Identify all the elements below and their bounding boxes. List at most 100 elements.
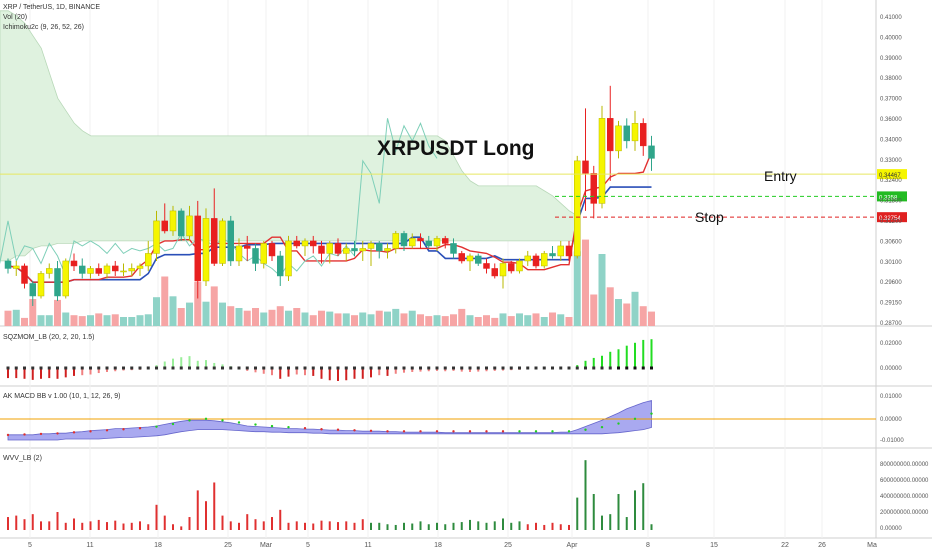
volume-bar [243, 310, 251, 326]
sqz-bar [304, 368, 306, 376]
sqz-dot [146, 366, 150, 370]
volume-bar [128, 317, 136, 326]
sqz-bar [213, 362, 216, 368]
sqz-bar [163, 361, 166, 368]
candle [219, 218, 226, 266]
macd-signal-dot [567, 430, 571, 433]
macd-signal-dot [468, 430, 472, 433]
sqz-bar [601, 355, 603, 368]
price-axis-label: 0.29600 [880, 280, 902, 286]
candle-body [351, 248, 358, 252]
sqz-bar [469, 368, 471, 372]
wvf-bar [551, 522, 554, 530]
sqz-dot [47, 366, 51, 370]
wvf-bar [139, 521, 141, 530]
wvf-bar [320, 520, 323, 530]
sqz-bar [609, 351, 612, 368]
macd-signal-dot [650, 412, 653, 415]
candle-body [334, 243, 342, 254]
sqz-bar [56, 368, 59, 379]
sqz-dot [311, 366, 315, 370]
candle [260, 240, 267, 269]
wvf-bar [617, 494, 620, 530]
candle-body [376, 243, 383, 252]
sqz-dot [584, 366, 587, 370]
candle-body [623, 125, 630, 142]
volume-bar [590, 294, 598, 326]
wvf-axis-label: 600000000.00000 [880, 478, 929, 484]
wvf-bar [81, 522, 84, 530]
candle-body [648, 145, 655, 159]
macd-signal-dot [600, 425, 604, 429]
candle-body [557, 245, 564, 257]
candle [499, 258, 507, 289]
volume-bar [573, 251, 581, 326]
sqz-dot [608, 366, 612, 370]
volume-bar [144, 314, 152, 326]
sqz-dot [23, 366, 26, 370]
wvf-panel-label: WVV_LB (2) [3, 455, 42, 462]
volume-bar [202, 301, 210, 326]
candle [425, 235, 432, 249]
price-axis-label: 0.39000 [880, 56, 902, 62]
wvf-axis-label: 400000000.00000 [880, 494, 929, 500]
sqz-dot [188, 366, 191, 370]
candle-body [590, 173, 597, 204]
candle [46, 263, 53, 279]
wvf-bar [584, 460, 587, 530]
wvf-bar [287, 522, 290, 530]
wvf-bar [97, 519, 100, 530]
volume-bar [293, 308, 301, 326]
wvf-bar [246, 514, 249, 530]
time-axis-label: 25 [504, 542, 512, 549]
wvf-bar [254, 519, 257, 530]
volume-bar [161, 276, 169, 326]
macd-band [7, 399, 652, 441]
candle [227, 215, 234, 266]
candle [648, 135, 655, 171]
price-axis-label: 0.30100 [880, 260, 902, 266]
volume-bar [120, 317, 127, 326]
sqz-dot [633, 366, 637, 370]
wvf-bar [213, 482, 216, 530]
candle-body [145, 253, 152, 267]
candle [598, 105, 606, 209]
price-tag [877, 191, 907, 202]
volume-bar [37, 315, 45, 326]
macd-axis-label: 0.00000 [880, 417, 902, 423]
price-axis-label: 0.38000 [880, 76, 902, 82]
price-tag-text: 0.3358 [879, 195, 898, 201]
wvf-bar [419, 521, 422, 530]
candle-body [607, 118, 614, 152]
candle [475, 253, 482, 266]
volume-bar [342, 313, 350, 326]
volume-bar [557, 314, 565, 326]
sqz-dot [130, 366, 134, 370]
macd-signal-dot [386, 430, 389, 433]
sqz-dot [14, 366, 18, 370]
sqz-bar [617, 349, 620, 368]
wvf-bar [559, 524, 562, 530]
wvf-axis-label: 800000000.00000 [880, 462, 929, 468]
candle-body [29, 283, 36, 297]
wvf-bar [625, 517, 628, 530]
candle-body [252, 248, 259, 264]
candle [516, 258, 523, 274]
candle [128, 263, 135, 276]
candle-body [54, 268, 61, 297]
sqz-dot [526, 366, 530, 370]
sqz-dot [320, 366, 323, 370]
wvf-bar [229, 521, 232, 530]
wvf-bar [73, 518, 75, 530]
candle [211, 188, 218, 266]
sqz-dot [39, 366, 43, 370]
sqz-dot [287, 366, 290, 370]
sqz-dot [138, 366, 142, 370]
volume-bar [441, 316, 449, 326]
candle-body [392, 233, 399, 249]
sqz-dot [460, 366, 464, 370]
candle-body [442, 238, 449, 244]
sqz-dot [229, 366, 233, 370]
